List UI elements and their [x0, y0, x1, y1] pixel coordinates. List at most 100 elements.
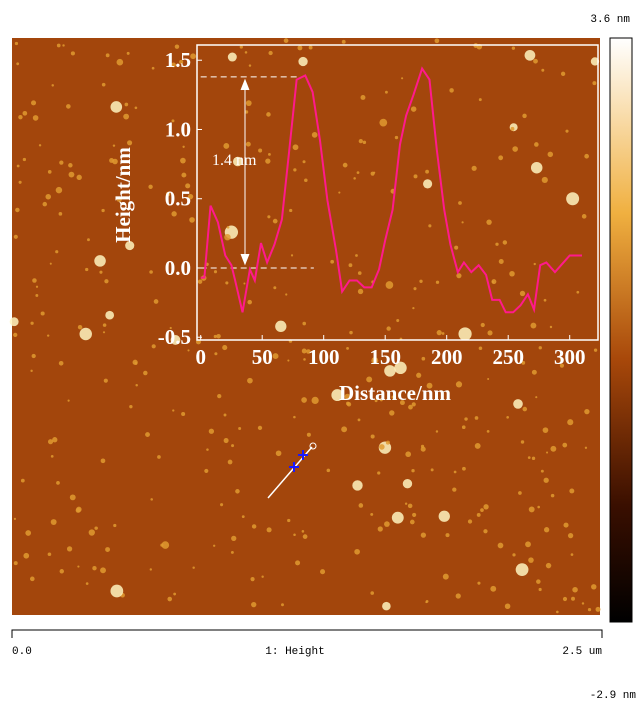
grain [467, 519, 473, 524]
grain [14, 41, 19, 46]
grain [302, 534, 308, 539]
grain [13, 517, 17, 521]
grain [290, 254, 294, 257]
grain [483, 504, 489, 510]
grain [31, 353, 36, 359]
grain [148, 184, 153, 189]
grain [435, 430, 439, 433]
grain [283, 38, 289, 43]
grain [425, 600, 429, 603]
grain [543, 298, 547, 302]
x-tick-label: 0 [195, 345, 206, 369]
grain [379, 444, 385, 450]
grain [285, 293, 288, 296]
grain [510, 126, 515, 131]
grain [101, 82, 106, 87]
grain [181, 411, 186, 417]
grain [420, 444, 425, 448]
grain [569, 488, 575, 494]
grain [190, 53, 196, 60]
grain [538, 346, 542, 350]
grain [591, 584, 597, 590]
grain [355, 254, 358, 257]
grain [47, 439, 54, 445]
grain [420, 446, 426, 452]
grain [584, 153, 589, 159]
grain [29, 576, 35, 582]
grain [411, 402, 416, 407]
scale-end: 2.5 um [562, 646, 602, 658]
arrow-heads [240, 78, 250, 266]
grain [547, 151, 554, 158]
grain [541, 68, 545, 72]
grain [220, 503, 224, 507]
grain [311, 396, 319, 405]
grain [223, 143, 230, 149]
grain [13, 332, 18, 337]
grain [287, 518, 291, 523]
grain [550, 445, 557, 452]
grain [304, 178, 308, 183]
grain [512, 146, 518, 152]
grain [77, 565, 80, 568]
grain [584, 408, 590, 415]
grain [462, 466, 466, 471]
grain [171, 119, 175, 123]
grain [373, 171, 376, 174]
grain [181, 172, 187, 178]
grain [430, 468, 434, 472]
grain [18, 114, 23, 120]
grain [370, 591, 374, 595]
grain [99, 270, 103, 274]
grain [524, 49, 536, 61]
grain [56, 481, 60, 485]
grain [478, 346, 483, 351]
grain [370, 434, 375, 439]
grain [165, 191, 171, 197]
grain [506, 416, 510, 419]
grain [149, 568, 152, 571]
grain [100, 458, 106, 464]
grain [404, 502, 408, 505]
grain [587, 608, 592, 612]
grain [377, 526, 383, 532]
grain [379, 398, 383, 402]
grain [423, 179, 433, 189]
grain [104, 279, 109, 284]
grain [525, 541, 531, 548]
grain [434, 38, 440, 44]
grain [213, 270, 218, 274]
grain [461, 221, 464, 224]
grain [301, 530, 305, 533]
grain [151, 344, 156, 349]
grain [357, 418, 361, 422]
grain [382, 601, 391, 611]
grain [480, 322, 485, 328]
grain [50, 519, 57, 525]
section-end [309, 442, 317, 450]
grain [55, 250, 59, 254]
grain [45, 193, 51, 200]
grain [192, 566, 195, 569]
grain [521, 360, 526, 365]
grain [461, 425, 466, 430]
grain [385, 281, 394, 289]
grain [549, 325, 553, 329]
grain [357, 271, 362, 275]
grain [293, 415, 296, 419]
grain [308, 45, 313, 50]
grain [358, 138, 363, 144]
grain [208, 428, 215, 434]
grain [268, 50, 273, 56]
x-tick-label: 250 [492, 345, 524, 369]
grain [52, 437, 58, 443]
grain [595, 606, 601, 612]
grain [362, 140, 367, 145]
grain [59, 569, 64, 574]
grain [58, 360, 64, 366]
grain [408, 404, 413, 410]
grain [132, 359, 138, 365]
grain [275, 320, 287, 332]
grain [171, 62, 176, 68]
